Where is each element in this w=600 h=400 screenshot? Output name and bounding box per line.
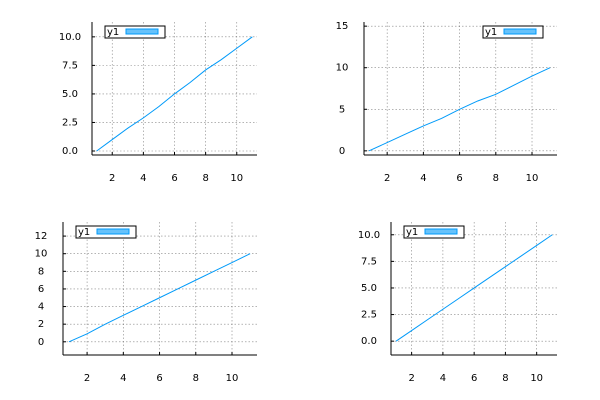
y-tick-label: 0.0 — [62, 146, 78, 157]
y-tick-label: 15 — [336, 21, 349, 32]
data-line — [96, 36, 253, 152]
y-tick-label: 7.5 — [62, 60, 78, 71]
y-tick-label: 12 — [35, 231, 48, 242]
x-tick-label: 6 — [156, 373, 162, 384]
y-tick-label: 0 — [339, 146, 345, 157]
x-tick-label: 2 — [408, 373, 414, 384]
x-tick-label: 2 — [384, 173, 390, 184]
x-tick-label: 10 — [226, 373, 239, 384]
y-tick-label: 4 — [38, 302, 44, 313]
x-tick-label: 4 — [420, 173, 426, 184]
legend-label: y1 — [107, 27, 119, 38]
y-tick-label: 5 — [339, 104, 345, 115]
x-tick-label: 10 — [526, 173, 539, 184]
data-line — [368, 67, 551, 152]
y-tick-label: 2.5 — [361, 310, 377, 321]
y-tick-label: 10.0 — [358, 230, 380, 241]
legend-swatch — [424, 228, 458, 235]
x-tick-label: 6 — [471, 373, 477, 384]
data-line — [68, 253, 251, 343]
y-tick-label: 10 — [35, 249, 48, 260]
y-tick-label: 5.0 — [361, 283, 377, 294]
legend-label: y1 — [78, 227, 90, 238]
x-tick-label: 6 — [456, 173, 462, 184]
y-tick-label: 6 — [38, 284, 44, 295]
y-tick-label: 0 — [38, 337, 44, 348]
subplot: 0 2 4 6 8 10 12 2 4 6 8 10 y1 — [35, 222, 257, 384]
legend-label: y1 — [406, 227, 418, 238]
y-tick-label: 0.0 — [361, 336, 377, 347]
subplot: 0.0 2.5 5.0 7.5 10.0 2 4 6 8 10 y1 — [59, 22, 257, 184]
x-tick-label: 4 — [440, 373, 446, 384]
y-tick-label: 5.0 — [62, 89, 78, 100]
x-tick-label: 6 — [171, 173, 177, 184]
x-tick-label: 8 — [193, 373, 199, 384]
data-line — [395, 234, 553, 342]
subplot: 0 5 10 15 2 4 6 8 10 y1 — [336, 21, 557, 184]
x-tick-label: 8 — [202, 173, 208, 184]
legend-label: y1 — [485, 27, 497, 38]
x-tick-label: 10 — [230, 173, 243, 184]
x-tick-label: 2 — [109, 173, 115, 184]
x-tick-label: 10 — [530, 373, 543, 384]
x-tick-label: 8 — [493, 173, 499, 184]
y-tick-label: 10.0 — [59, 32, 81, 43]
subplot: 0.0 2.5 5.0 7.5 10.0 2 4 6 8 10 y1 — [358, 222, 557, 384]
x-tick-label: 8 — [502, 373, 508, 384]
y-tick-label: 10 — [336, 63, 349, 74]
y-tick-label: 7.5 — [361, 256, 377, 267]
y-tick-label: 8 — [38, 266, 44, 277]
legend-swatch — [125, 28, 159, 35]
x-tick-label: 4 — [120, 373, 126, 384]
legend-swatch — [96, 228, 130, 235]
y-tick-label: 2.5 — [62, 117, 78, 128]
x-tick-label: 2 — [84, 373, 90, 384]
y-tick-label: 2 — [38, 319, 44, 330]
legend-swatch — [503, 28, 537, 35]
x-tick-label: 4 — [140, 173, 146, 184]
